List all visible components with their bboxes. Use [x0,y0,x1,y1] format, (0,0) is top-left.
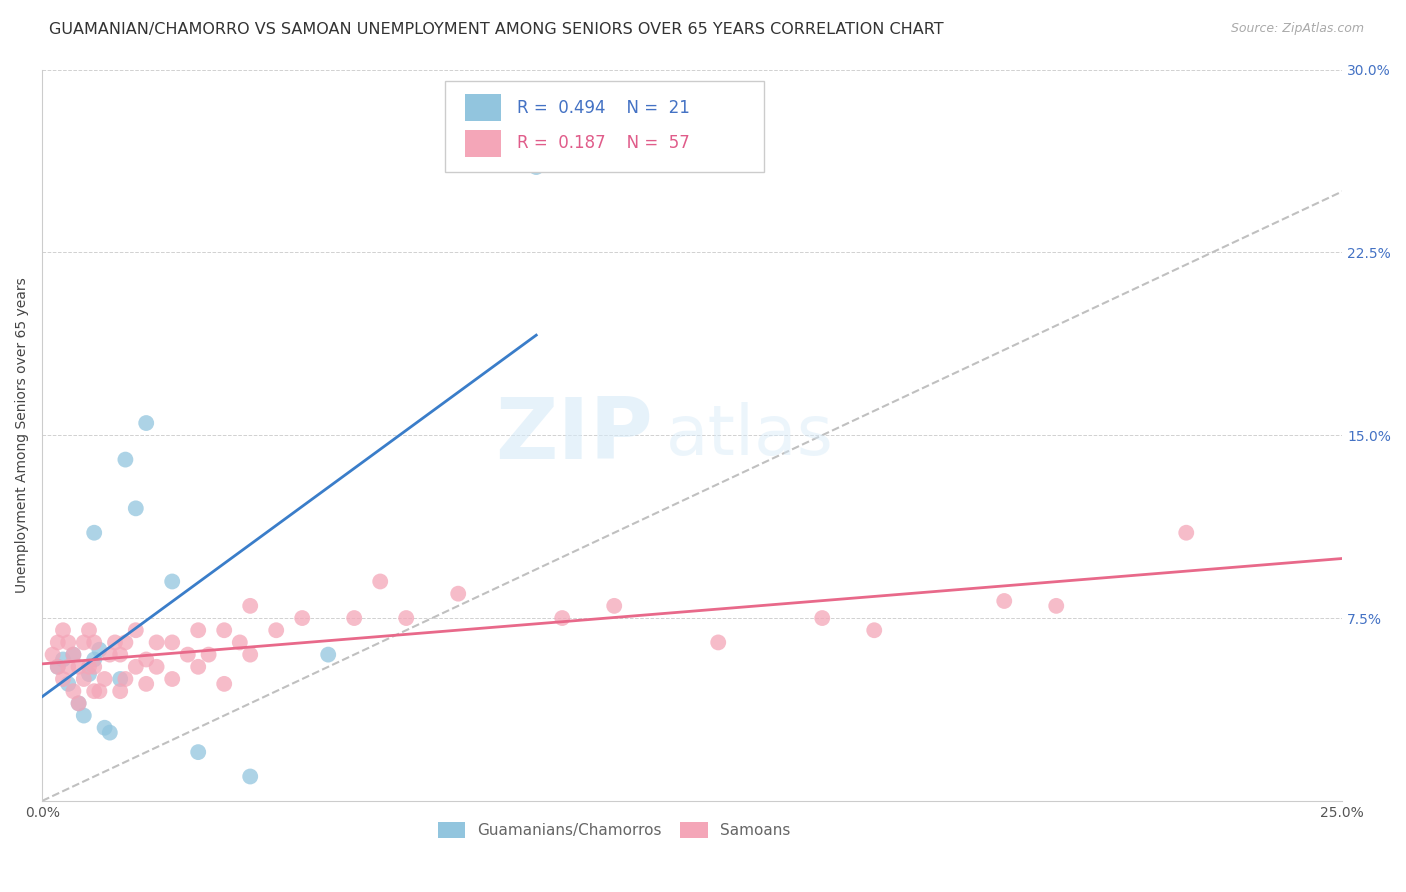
Point [229,635,252,649]
Point [368,574,391,589]
Point [62,684,84,698]
Point [197,648,219,662]
Point [603,599,626,613]
Point [83,684,105,698]
Point [160,672,183,686]
Point [160,635,183,649]
Point [145,635,167,649]
Text: GUAMANIAN/CHAMORRO VS SAMOAN UNEMPLOYMENT AMONG SENIORS OVER 65 YEARS CORRELATIO: GUAMANIAN/CHAMORRO VS SAMOAN UNEMPLOYMEN… [49,22,943,37]
Point [58,635,80,649]
Point [811,611,834,625]
Point [160,574,183,589]
Point [46,660,69,674]
Point [114,452,136,467]
Point [114,635,136,649]
Legend: Guamanians/Chamorros, Samoans: Guamanians/Chamorros, Samoans [432,816,797,845]
Point [77,667,100,681]
Point [93,672,115,686]
Point [77,660,100,674]
Text: atlas: atlas [666,401,834,468]
Text: Source: ZipAtlas.com: Source: ZipAtlas.com [1230,22,1364,36]
Point [46,660,69,674]
FancyBboxPatch shape [446,80,763,172]
FancyBboxPatch shape [465,94,501,121]
Point [291,611,314,625]
Point [52,624,75,638]
Point [551,611,574,625]
Point [187,624,209,638]
FancyBboxPatch shape [465,129,501,157]
Point [67,660,90,674]
Point [125,624,148,638]
Point [83,635,105,649]
Point [73,635,96,649]
Point [108,672,131,686]
Point [104,635,127,649]
Point [58,677,80,691]
Point [993,594,1015,608]
Point [52,672,75,686]
Point [114,672,136,686]
Point [447,587,470,601]
Y-axis label: Unemployment Among Seniors over 65 years: Unemployment Among Seniors over 65 years [15,277,30,593]
Point [343,611,366,625]
Point [212,624,235,638]
Point [98,725,121,739]
Text: R =  0.494    N =  21: R = 0.494 N = 21 [517,99,689,117]
Point [98,648,121,662]
Point [145,660,167,674]
Text: R =  0.187    N =  57: R = 0.187 N = 57 [517,135,689,153]
Point [58,660,80,674]
Point [89,642,111,657]
Point [135,652,157,666]
Point [67,697,90,711]
Point [239,770,262,784]
Text: ZIP: ZIP [495,393,654,476]
Point [46,635,69,649]
Point [395,611,418,625]
Point [863,624,886,638]
Point [41,648,63,662]
Point [62,648,84,662]
Point [77,624,100,638]
Point [135,677,157,691]
Point [1045,599,1067,613]
Point [52,652,75,666]
Point [125,501,148,516]
Point [316,648,339,662]
Point [212,677,235,691]
Point [89,684,111,698]
Point [707,635,730,649]
Point [83,660,105,674]
Point [239,648,262,662]
Point [177,648,200,662]
Point [135,416,157,430]
Point [93,721,115,735]
Point [62,648,84,662]
Point [108,684,131,698]
Point [264,624,287,638]
Point [187,745,209,759]
Point [239,599,262,613]
Point [73,672,96,686]
Point [83,652,105,666]
Point [1175,525,1198,540]
Point [108,648,131,662]
Point [73,708,96,723]
Point [83,525,105,540]
Point [524,160,547,174]
Point [187,660,209,674]
Point [67,697,90,711]
Point [125,660,148,674]
